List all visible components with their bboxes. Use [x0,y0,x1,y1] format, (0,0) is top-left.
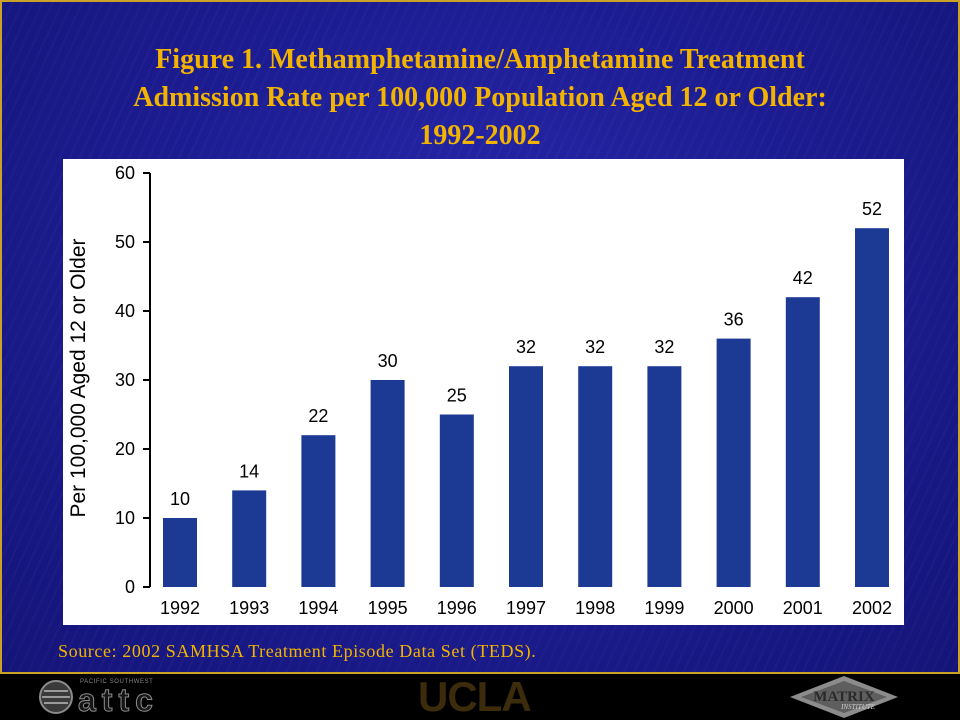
bar-value-label: 22 [308,406,328,426]
matrix-logo-text: MATRIX [813,689,875,705]
bar-1997 [509,366,543,587]
y-tick-label: 30 [115,370,135,390]
bar-value-label: 25 [447,386,467,406]
x-tick-label: 1997 [506,598,546,618]
y-tick-label: 60 [115,163,135,183]
y-axis-label: Per 100,000 Aged 12 or Older [67,238,90,517]
attc-emblem-icon [39,680,73,714]
x-tick-label: 1998 [575,598,615,618]
source-note: Source: 2002 SAMHSA Treatment Episode Da… [58,641,537,661]
slide-title: Figure 1. Methamphetamine/Amphetamine Tr… [0,41,960,155]
bar-value-label: 42 [793,268,813,288]
bar-value-label: 52 [862,199,882,219]
y-tick-label: 20 [115,439,135,459]
y-tick-label: 0 [125,577,135,597]
bar-chart: Per 100,000 Aged 12 or Older 0 10 20 30 40 50… [67,163,892,618]
bar-value-label: 10 [170,489,190,509]
x-tick-label: 1996 [437,598,477,618]
bar-value-label: 32 [516,337,536,357]
x-tick-label: 1992 [160,598,200,618]
y-tick-label: 50 [115,232,135,252]
x-tick-label: 2001 [783,598,823,618]
x-tick-label: 1994 [298,598,338,618]
matrix-institute-logo: MATRIX INSTITUTE [790,676,898,718]
attc-logo: attc [78,682,159,718]
x-tick-label: 1993 [229,598,269,618]
x-tick-label: 1999 [644,598,684,618]
bar-2002 [855,228,889,587]
bar-value-label: 32 [654,337,674,357]
bar-2001 [785,297,820,587]
y-tick-label: 40 [115,301,135,321]
bar-value-label: 36 [724,310,744,330]
bar-1995 [370,380,405,587]
title-line-3: 1992-2002 [419,120,541,151]
bar-value-label: 32 [585,337,605,357]
footer-bar: PACIFIC SOUTHWEST attc UCLA MATRIX INSTI… [0,674,960,720]
x-tick-label: 2002 [852,598,892,618]
bar-1993 [232,490,267,587]
bar-1994 [301,435,336,587]
matrix-logo-subtext: INSTITUTE [840,703,876,711]
y-tick-label: 10 [115,508,135,528]
bar-1998 [578,366,613,587]
bar-value-label: 30 [378,351,398,371]
bar-1992 [163,518,197,587]
title-line-1: Figure 1. Methamphetamine/Amphetamine Tr… [155,44,805,75]
title-line-2: Admission Rate per 100,000 Population Ag… [133,82,827,113]
bar-2000 [716,338,751,587]
x-tick-label: 1995 [368,598,408,618]
ucla-logo: UCLA [418,673,532,720]
bar-1996 [439,414,474,587]
x-tick-label: 2000 [714,598,754,618]
bar-1999 [647,366,682,587]
bar-value-label: 14 [239,461,259,481]
chart-panel: Per 100,000 Aged 12 or Older 0 10 20 30 40 50… [63,159,904,625]
attc-logo-tagline: PACIFIC SOUTHWEST [80,679,154,685]
